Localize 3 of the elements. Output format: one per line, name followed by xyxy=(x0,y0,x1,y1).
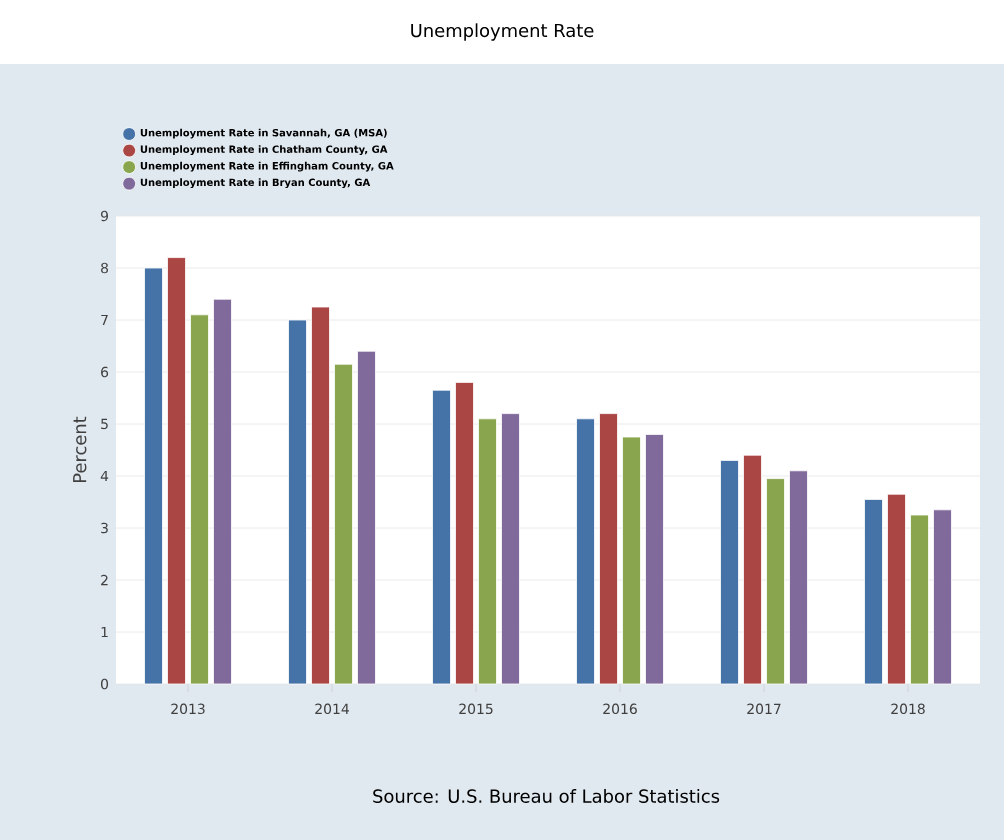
source-note: Source: U.S. Bureau of Labor Statistics xyxy=(373,789,720,803)
y-axis-title: Percent xyxy=(73,416,87,482)
chart-title: Unemployment Rate xyxy=(411,23,594,41)
